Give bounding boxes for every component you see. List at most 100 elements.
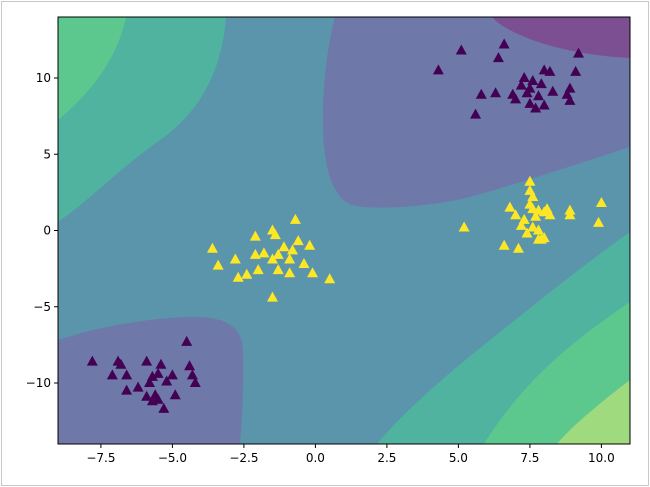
class-0-point-47 — [181, 335, 193, 346]
contour-band-higher-upper-left — [58, 17, 126, 120]
class-1-point-26 — [498, 239, 510, 250]
scatter-points — [86, 38, 607, 413]
class-0-point-25 — [570, 65, 582, 76]
class-1-point-2 — [229, 253, 241, 264]
class-1-point-20 — [292, 235, 304, 246]
class-0-point-50 — [189, 377, 201, 387]
y-tick-label: −5 — [33, 300, 51, 314]
class-0-point-12 — [524, 97, 536, 108]
class-0-point-3 — [475, 88, 487, 99]
class-1-point-32 — [521, 227, 533, 238]
y-tick-label: 5 — [43, 147, 51, 161]
x-tick-label: −5.0 — [158, 451, 187, 465]
class-1-point-14 — [272, 264, 284, 275]
class-0-point-44 — [161, 375, 173, 386]
y-axis: 10 5 0 −5 −10 — [26, 71, 58, 390]
class-0-point-42 — [155, 358, 167, 369]
class-1-point-39 — [530, 210, 542, 221]
class-0-point-48 — [184, 360, 196, 371]
class-1-point-36 — [527, 221, 539, 232]
class-0-point-13 — [524, 82, 536, 93]
class-1-point-51 — [595, 197, 607, 208]
class-0-point-1 — [455, 44, 467, 55]
class-0-point-35 — [141, 390, 153, 401]
class-1-point-24 — [324, 273, 336, 284]
class-1-point-4 — [241, 268, 253, 279]
class-0-point-28 — [106, 369, 118, 380]
class-1-point-44 — [538, 232, 550, 243]
class-1-point-21 — [298, 258, 310, 269]
contour-band-higher-lower-right — [484, 302, 630, 444]
contour-band-highest-lower-right — [557, 380, 630, 444]
class-0-point-32 — [121, 384, 133, 395]
class-1-point-16 — [284, 253, 296, 264]
class-0-point-45 — [166, 369, 178, 380]
class-0-point-15 — [530, 102, 542, 113]
class-0-point-40 — [152, 367, 164, 378]
class-1-point-40 — [532, 224, 544, 235]
class-0-point-36 — [144, 377, 156, 387]
class-1-point-8 — [258, 247, 270, 258]
x-tick-label: 10.0 — [588, 451, 615, 465]
class-1-point-9 — [267, 291, 278, 302]
class-0-point-16 — [532, 90, 544, 101]
class-0-point-31 — [121, 369, 133, 380]
y-tick-label: 10 — [36, 71, 51, 85]
class-1-point-3 — [232, 271, 244, 282]
class-0-point-5 — [492, 52, 504, 63]
class-1-point-7 — [252, 264, 264, 275]
x-tick-label: 2.5 — [377, 451, 396, 465]
class-0-point-18 — [538, 99, 550, 110]
class-0-point-0 — [432, 64, 444, 75]
class-1-point-13 — [272, 248, 284, 259]
class-0-point-24 — [564, 82, 576, 93]
class-1-point-12 — [269, 229, 281, 240]
class-0-point-46 — [169, 389, 181, 400]
class-1-point-22 — [304, 239, 316, 250]
x-tick-label: −7.5 — [86, 451, 115, 465]
x-tick-label: 5.0 — [449, 451, 468, 465]
class-0-point-2 — [470, 108, 482, 119]
class-1-point-18 — [287, 244, 299, 255]
class-0-point-21 — [547, 85, 559, 96]
class-0-point-9 — [515, 79, 527, 90]
class-1-point-23 — [307, 267, 319, 278]
class-1-point-19 — [289, 213, 301, 224]
class-1-point-30 — [515, 219, 527, 230]
class-1-point-49 — [564, 204, 576, 215]
class-1-point-5 — [249, 248, 261, 259]
class-1-point-25 — [458, 221, 470, 232]
class-1-point-34 — [524, 175, 536, 186]
decision-contours — [58, 17, 630, 444]
class-0-point-23 — [564, 94, 576, 105]
class-1-point-6 — [249, 230, 261, 241]
class-1-point-29 — [512, 242, 524, 253]
class-1-point-11 — [267, 253, 278, 264]
class-0-point-8 — [510, 93, 522, 104]
class-1-point-27 — [504, 201, 516, 212]
x-axis: −7.5 −5.0 −2.5 0.0 2.5 5.0 7.5 10.0 — [86, 444, 615, 465]
class-1-point-31 — [518, 213, 530, 224]
class-1-point-0 — [206, 242, 218, 253]
class-0-point-43 — [158, 402, 170, 413]
class-0-point-14 — [527, 75, 539, 86]
class-1-point-17 — [284, 267, 296, 278]
class-0-point-30 — [115, 358, 127, 369]
class-0-point-6 — [498, 38, 510, 49]
class-0-point-49 — [186, 369, 198, 380]
class-1-point-15 — [278, 241, 290, 252]
y-tick-label: −10 — [26, 376, 51, 390]
class-1-point-47 — [544, 209, 556, 220]
class-0-point-26 — [573, 47, 585, 58]
class-0-point-37 — [146, 370, 158, 381]
x-tick-label: 0.0 — [306, 451, 325, 465]
class-1-point-38 — [527, 190, 539, 201]
x-tick-label: −2.5 — [229, 451, 258, 465]
class-0-point-34 — [141, 355, 153, 366]
class-0-point-20 — [544, 65, 556, 76]
class-0-point-41 — [152, 393, 164, 404]
class-0-point-33 — [132, 381, 144, 392]
class-0-point-17 — [535, 78, 547, 89]
x-tick-label: 7.5 — [520, 451, 539, 465]
